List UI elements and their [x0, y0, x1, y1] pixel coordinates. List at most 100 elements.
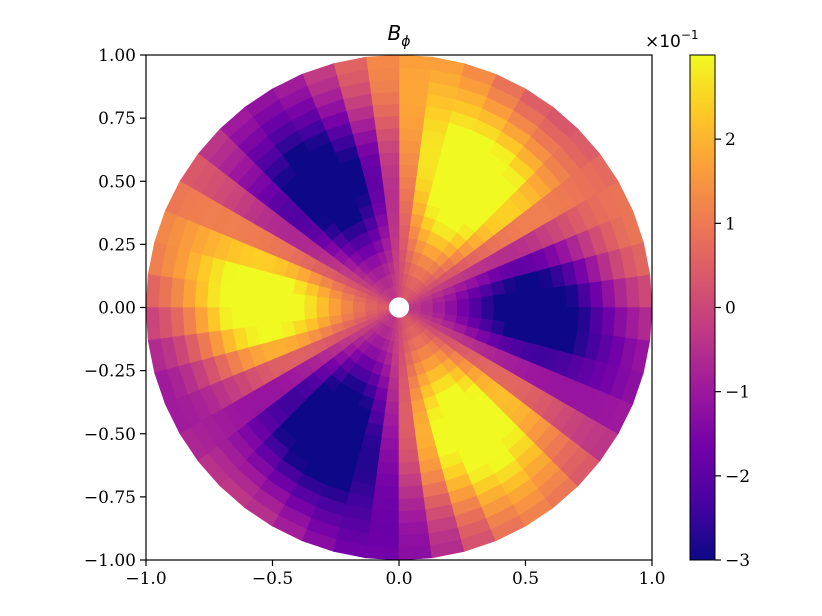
heatmap-cell — [389, 365, 400, 379]
x-tick-label: 1.0 — [638, 569, 665, 589]
heatmap-cell — [492, 307, 507, 322]
heatmap-cell — [601, 278, 616, 308]
heatmap-cell — [398, 78, 430, 94]
colorbar-tick-label: 1 — [725, 214, 736, 234]
heatmap-cell — [398, 187, 415, 202]
heatmap-cell — [384, 200, 400, 214]
heatmap-cell — [398, 103, 427, 118]
heatmap-cell — [480, 307, 495, 321]
heatmap-cell — [368, 78, 400, 94]
heatmap-cell — [370, 91, 400, 106]
heatmap-cell — [398, 66, 431, 82]
heatmap-cell — [383, 413, 400, 428]
heatmap-cell — [553, 285, 568, 308]
heatmap-cell — [206, 282, 221, 308]
heatmap-cell — [242, 307, 257, 329]
heatmap-cell — [398, 115, 425, 130]
heatmap-cell — [373, 115, 400, 130]
x-tick-label: 0.0 — [385, 569, 412, 589]
chart-title-main: B — [388, 21, 402, 45]
heatmap-cell — [529, 307, 544, 327]
heatmap-cell — [529, 288, 544, 308]
heatmap-cell — [398, 224, 411, 238]
heatmap-cell — [398, 200, 414, 214]
heatmap-cell — [398, 127, 423, 142]
y-tick-label: 0.00 — [98, 299, 136, 319]
heatmap-cell — [398, 175, 417, 190]
heatmap-cell — [378, 449, 400, 464]
heatmap-cell — [398, 425, 417, 440]
heatmap-cell — [456, 307, 471, 318]
heatmap-cell — [379, 163, 400, 178]
heatmap-cell — [365, 55, 400, 70]
colorbar-offset: ×10−1 — [645, 28, 699, 52]
heatmap-cell — [146, 307, 161, 341]
heatmap-cell — [398, 413, 415, 428]
heatmap-cell — [386, 389, 400, 403]
heatmap-cell — [182, 278, 197, 308]
heatmap-cell — [368, 521, 400, 537]
heatmap-cell — [398, 533, 431, 549]
heatmap-cell — [565, 307, 580, 332]
heatmap-cell — [541, 307, 556, 329]
heatmap-cell — [378, 151, 400, 166]
heatmap-cell — [398, 139, 422, 154]
heatmap-cell — [371, 103, 400, 118]
heatmap-cell — [398, 449, 420, 464]
heatmap-cell — [230, 307, 245, 330]
heatmap-cell — [303, 307, 318, 321]
colorbar-offset-exponent: −1 — [681, 28, 699, 42]
heatmap-cell — [367, 66, 400, 82]
heatmap-cell — [398, 163, 419, 178]
heatmap-cell — [398, 389, 412, 403]
heatmap-cell — [381, 425, 400, 440]
y-tick-label: 1.00 — [98, 46, 136, 66]
colorbar-tick-label: −2 — [725, 467, 750, 487]
heatmap-cell — [637, 307, 652, 341]
heatmap-cell — [279, 291, 293, 308]
heatmap-cell — [398, 91, 428, 106]
y-tick-label: 0.25 — [98, 235, 136, 255]
colorbar-tick-label: −3 — [725, 551, 750, 571]
heatmap-cell — [398, 521, 430, 537]
heatmap-cell — [376, 139, 400, 154]
heatmap-cell — [613, 307, 629, 338]
heatmap-cell — [279, 307, 293, 324]
y-axis: 1.00 0.75 0.50 0.25 0.00 −0.25 −0.50 −0.75 −1.00 — [84, 46, 146, 571]
heatmap-cell — [386, 212, 400, 226]
heatmap-cell — [398, 461, 422, 476]
colorbar-axis: 2 1 0 −1 −2 −3 — [715, 130, 750, 571]
heatmap-cell — [194, 307, 209, 335]
heatmap-cell — [339, 299, 354, 308]
heatmap-cell — [398, 55, 433, 70]
colorbar-tick-label: −1 — [725, 383, 750, 403]
heatmap-cell — [303, 294, 318, 308]
heatmap-cell — [589, 280, 604, 308]
heatmap-cell — [194, 280, 209, 308]
heatmap-cell — [505, 307, 519, 324]
heatmap-cell — [383, 187, 400, 202]
x-axis: −1.0 −0.5 0.0 0.5 1.0 — [125, 560, 666, 589]
heatmap-cell — [169, 277, 185, 308]
y-tick-label: 0.50 — [98, 172, 136, 192]
y-tick-label: −0.75 — [84, 488, 136, 508]
heatmap-cell — [206, 307, 221, 333]
colorbar-offset-base: ×10 — [645, 32, 681, 52]
heatmap-cell — [444, 307, 459, 316]
heatmap-cell — [365, 545, 400, 560]
heatmap-cell — [391, 353, 400, 367]
heatmap-cell — [398, 473, 423, 488]
heatmap-cell — [218, 307, 233, 332]
colorbar-tick-label: 0 — [725, 299, 736, 319]
heatmap-cell — [589, 307, 604, 335]
heatmap-cell — [267, 290, 281, 308]
heatmap-cell — [373, 485, 400, 500]
heatmap-cell — [505, 291, 519, 308]
y-tick-label: −0.50 — [84, 425, 136, 445]
heatmap-cell — [637, 274, 652, 308]
heatmap-cell — [517, 290, 531, 308]
heatmap-cell — [398, 248, 407, 262]
heatmap-cell — [492, 293, 507, 308]
heatmap-cell — [267, 307, 281, 325]
